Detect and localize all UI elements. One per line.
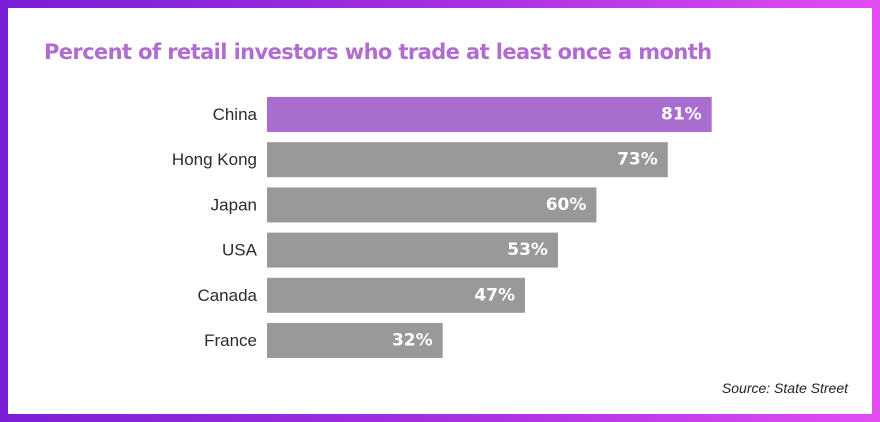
- category-label-japan: Japan: [211, 195, 257, 214]
- value-label-japan: 60%: [546, 195, 587, 215]
- chart-card: Percent of retail investors who trade at…: [8, 8, 872, 414]
- category-label-usa: USA: [222, 241, 258, 260]
- chart-title: Percent of retail investors who trade at…: [44, 40, 712, 64]
- value-label-france: 32%: [392, 331, 433, 351]
- source-note: Source: State Street: [721, 380, 848, 396]
- category-label-canada: Canada: [197, 286, 257, 305]
- category-label-hong-kong: Hong Kong: [172, 150, 257, 169]
- bar-chart: China 81% Hong Kong 73% Japan 60% USA 53% Canada…: [172, 97, 712, 358]
- bar-france: [267, 323, 443, 358]
- bar-usa: [267, 232, 558, 268]
- bar-hong-kong: [267, 142, 668, 178]
- value-label-china: 81%: [661, 105, 702, 125]
- bar-japan: [267, 187, 597, 223]
- bar-china: [267, 97, 712, 132]
- value-label-usa: 53%: [507, 240, 548, 260]
- value-label-canada: 47%: [474, 285, 515, 305]
- category-label-china: China: [213, 105, 258, 124]
- value-label-hong-kong: 73%: [617, 150, 658, 170]
- bar-canada: [267, 277, 526, 313]
- category-label-france: France: [204, 331, 257, 350]
